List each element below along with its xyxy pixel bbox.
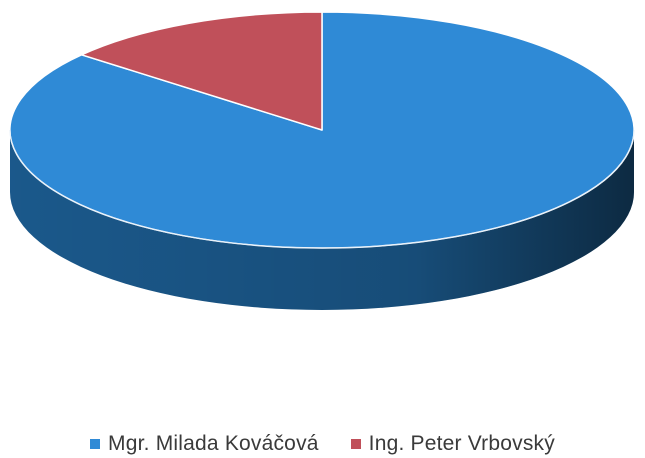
legend-swatch-blue [90, 439, 101, 449]
legend-label: Mgr. Milada Kováčová [108, 432, 319, 455]
pie-side-shading [10, 130, 634, 310]
pie-rim-highlight [9, 129, 635, 249]
legend-entry-peter-vrbovsky: Ing. Peter Vrbovský [350, 432, 555, 456]
pie-slice-ing-peter-vrbovsky [80, 11, 323, 131]
legend-label: Ing. Peter Vrbovský [368, 432, 555, 455]
legend: Mgr. Milada Kováčová Ing. Peter Vrbovský [0, 430, 645, 458]
legend-entry-milada-kovacova: Mgr. Milada Kováčová [90, 432, 319, 456]
legend-swatch-red [350, 439, 361, 449]
pie-chart-plot [9, 11, 635, 310]
